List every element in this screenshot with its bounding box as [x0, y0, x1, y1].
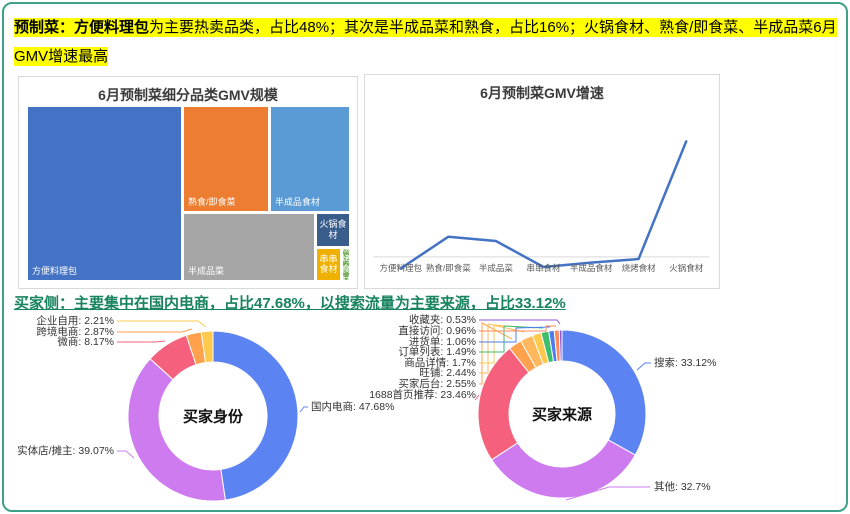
- x-axis-label: 火锅食材: [669, 263, 704, 273]
- donut-slice-1: [561, 329, 647, 456]
- leader-line: [565, 486, 650, 501]
- treemap-tile-label: 半成品食材: [274, 196, 320, 207]
- treemap-tile-label: 火锅食材: [319, 219, 347, 240]
- donut-label: 收藏夹: 0.53%: [408, 314, 476, 326]
- x-axis-label: 烧烤食材: [622, 263, 657, 273]
- treemap-title: 6月预制菜细分品类GMV规模: [98, 87, 278, 103]
- donut-label: 企业自用: 2.21%: [36, 315, 114, 327]
- treemap-tile: 熟食/即食菜: [183, 106, 269, 212]
- leader-line: [474, 394, 480, 401]
- leader-line: [117, 450, 135, 459]
- donut-label: 搜索: 33.12%: [654, 357, 717, 369]
- donut-label: 其他: 32.7%: [654, 481, 711, 493]
- leader-line: [117, 320, 207, 328]
- buyer-source-donut-panel: 买家来源 搜索: 33.12% 其他: 32.7% 1688首页推荐: 23.46%…: [369, 312, 846, 510]
- x-axis-label: 串串食材: [526, 263, 561, 273]
- treemap-tile: 半成品食材: [269, 106, 350, 212]
- highlighted-text: 预制菜：方便料理包为主要热卖品类，占比48%；其次是半成品菜和熟食，占比16%；…: [14, 18, 837, 66]
- treemap-tile-label: 半成品菜: [188, 265, 225, 276]
- buyer-identity-title: 买家身份: [182, 408, 244, 426]
- donut-label: 进货单: 1.06%: [408, 336, 476, 348]
- h2-text: 买家侧：主要集中在国内电商，占比47.68%，以搜索流量为主要来源，占比33.1…: [14, 295, 566, 312]
- buyer-source-title: 买家来源: [531, 406, 593, 424]
- treemap-tile-label: 方便料理包: [32, 266, 78, 276]
- line-chart-panel: 6月预制菜GMV增速 方便料理包 熟食/即食菜 半成品菜 串串食材 半成品食材 烧烤食材 火…: [364, 74, 720, 289]
- donut-slice-2: [490, 439, 636, 499]
- treemap-tile: 半成品菜: [183, 212, 316, 281]
- x-axis-label: 熟食/即食菜: [426, 263, 471, 273]
- donut-chart: [474, 319, 651, 501]
- treemap-tile-label: 烧烤食材: [343, 249, 349, 280]
- donut-label: 微商: 8.17%: [57, 336, 114, 348]
- donut-slice-5: [200, 330, 214, 364]
- donut-label: 跨境电商: 2.87%: [36, 326, 114, 338]
- donut-chart: [117, 320, 308, 502]
- summary-buyer-side: 买家侧：主要集中在国内电商，占比47.68%，以搜索流量为主要来源，占比33.1…: [14, 292, 566, 313]
- donut-slice-2: [127, 358, 226, 502]
- donut-slice-10: [558, 329, 563, 362]
- treemap-tile: 火锅食材: [316, 212, 350, 247]
- donut-label: 国内电商: 47.68%: [311, 401, 395, 413]
- treemap-tile-label: 串串食材: [319, 254, 338, 275]
- buyer-identity-donut-panel: 买家身份 国内电商: 47.68% 实体店/摊主: 39.07% 微商: 8.17%…: [14, 312, 424, 510]
- leader-line: [117, 328, 193, 333]
- x-axis-label: 方便料理包: [380, 263, 423, 273]
- treemap-tile: 烧烤食材: [341, 247, 350, 281]
- line-chart: 方便料理包 熟食/即食菜 半成品菜 串串食材 半成品食材 烧烤食材 火锅食材: [373, 140, 709, 273]
- leader-line: [479, 326, 551, 343]
- leader-line: [479, 319, 561, 325]
- donut-label: 订单列表: 1.49%: [398, 346, 476, 358]
- donut-label: 旺铺: 2.44%: [419, 367, 476, 379]
- leader-line: [479, 325, 544, 353]
- gmv-growth-line-series: [399, 140, 688, 270]
- x-axis-label: 半成品食材: [570, 263, 613, 273]
- x-axis-label: 半成品菜: [479, 263, 514, 273]
- donut-label: 买家后台: 2.55%: [398, 378, 476, 390]
- leader-line: [479, 325, 556, 332]
- donut-label: 商品详情: 1.7%: [404, 357, 476, 369]
- h1-rest-text: 为主要热卖品类，占比48%；其次是半成品菜和熟食，占比16%；火锅食材、熟食/即…: [14, 19, 837, 65]
- treemap-tile: 串串食材: [316, 247, 341, 281]
- treemap-tile-label: 熟食/即食菜: [188, 196, 236, 207]
- leader-line: [636, 362, 651, 371]
- leader-line: [299, 406, 308, 413]
- treemap-tile: 方便料理包: [27, 106, 183, 281]
- donut-label: 实体店/摊主: 39.07%: [17, 445, 114, 457]
- donut-slice-1: [212, 330, 299, 501]
- h1-bold-prefix: 预制菜：方便料理包: [14, 19, 150, 36]
- donut-label: 直接访问: 0.96%: [398, 325, 476, 337]
- line-chart-title: 6月预制菜GMV增速: [480, 85, 604, 101]
- treemap-panel: 6月预制菜细分品类GMV规模 方便料理包 熟食/即食菜 半成品食材半成品菜 火锅食材串…: [18, 76, 358, 289]
- donut-label: 1688首页推荐: 23.46%: [369, 389, 476, 401]
- leader-line: [479, 323, 525, 374]
- donut-slice-3: [477, 347, 530, 461]
- leader-line: [117, 340, 166, 343]
- summary-prepared-dishes: 预制菜：方便料理包为主要热卖品类，占比48%；其次是半成品菜和熟食，占比16%；…: [14, 13, 844, 71]
